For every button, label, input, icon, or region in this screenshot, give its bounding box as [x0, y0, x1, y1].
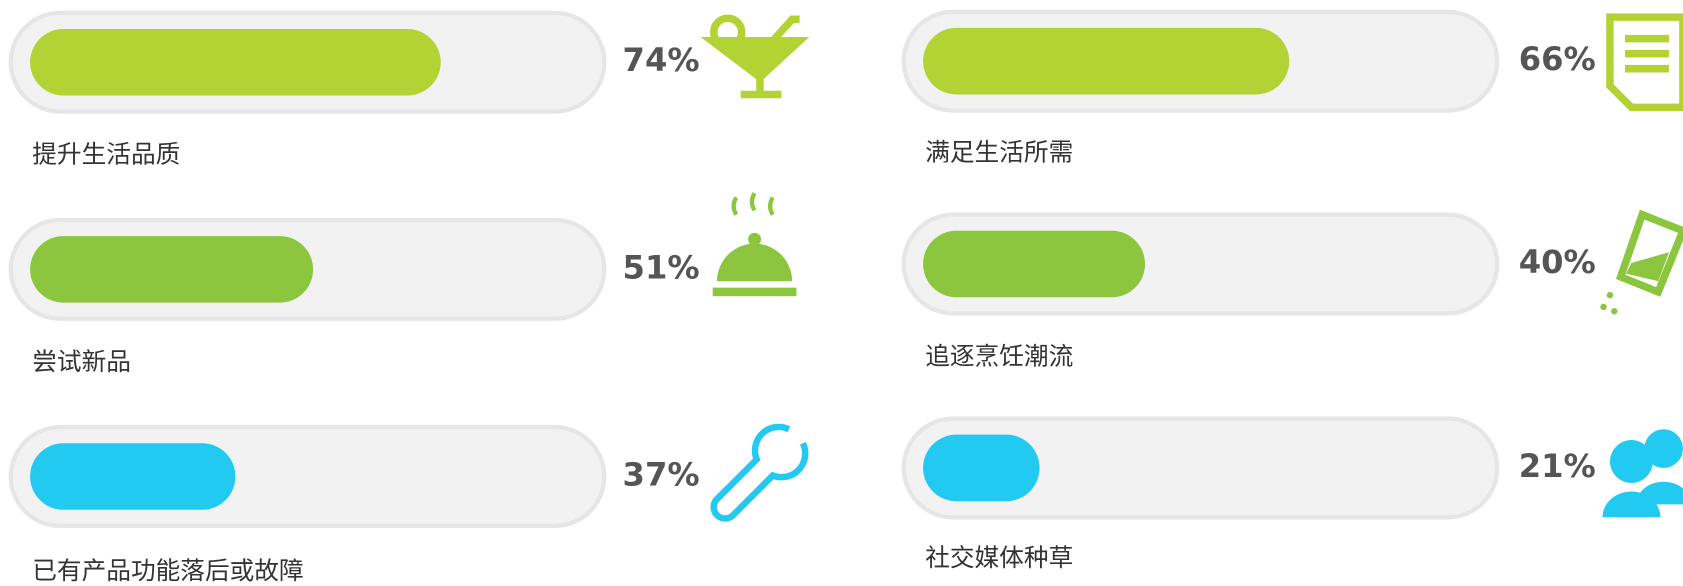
icon-cloche: [712, 192, 797, 297]
bar: [923, 230, 1146, 298]
value-label: 21%: [1519, 447, 1596, 485]
value-label: 74%: [623, 41, 700, 79]
category-label: 已有产品功能落后或故障: [32, 556, 303, 585]
bar-track: [901, 416, 1500, 520]
category-label: 社交媒体种草: [925, 543, 1073, 572]
icon-people: [1602, 429, 1683, 518]
bar: [923, 27, 1290, 95]
icon-wrench: [710, 423, 809, 522]
bar: [923, 434, 1040, 502]
icon-notepad: [1606, 13, 1683, 112]
category-label: 追逐烹饪潮流: [925, 341, 1073, 370]
category-label: 尝试新品: [32, 347, 131, 376]
icon-shaker: [1600, 209, 1683, 315]
category-label: 提升生活品质: [32, 140, 180, 169]
value-label: 51%: [623, 248, 700, 286]
bar: [30, 236, 314, 303]
value-label: 37%: [623, 456, 700, 494]
value-label: 66%: [1519, 40, 1596, 78]
bar: [30, 28, 441, 96]
icon-cocktail: [700, 14, 810, 99]
category-label: 满足生活所需: [925, 137, 1073, 166]
value-label: 40%: [1519, 243, 1596, 281]
bar: [30, 443, 236, 510]
